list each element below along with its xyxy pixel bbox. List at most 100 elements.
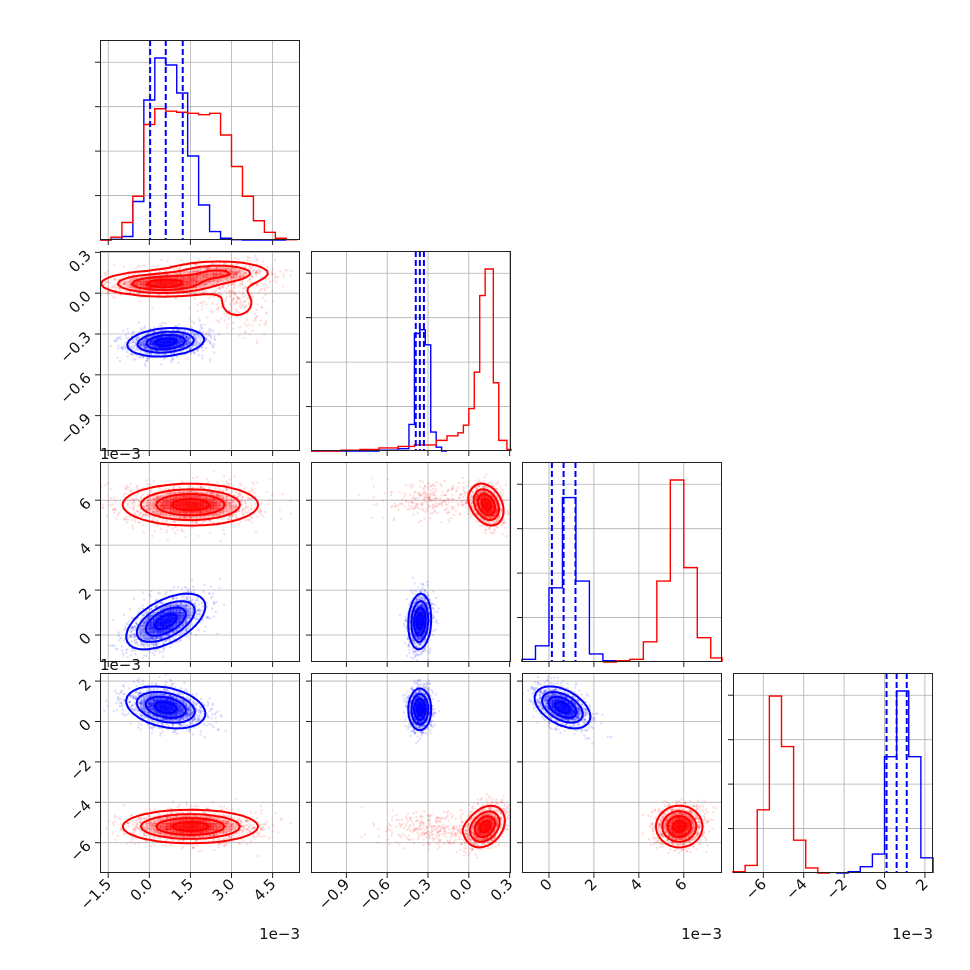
scatter-point	[144, 364, 147, 368]
density-cell	[133, 287, 138, 292]
density-cell	[216, 502, 221, 506]
scatter-point	[213, 335, 216, 338]
scatter-point	[241, 512, 244, 515]
scatter-point	[109, 345, 112, 348]
scatter-point	[227, 483, 231, 487]
scatter-point	[184, 343, 187, 346]
scatter-point	[255, 271, 258, 274]
scatter-point	[203, 282, 207, 285]
scatter-point	[210, 262, 213, 266]
scatter-point	[257, 271, 260, 275]
scatter-point	[246, 312, 249, 315]
scatter-point	[267, 277, 270, 280]
scatter-point	[276, 275, 280, 279]
scatter-point	[113, 296, 116, 300]
density-cell	[236, 267, 241, 272]
scatter-point	[223, 289, 227, 293]
scatter-point	[237, 523, 240, 526]
scatter-point	[144, 347, 147, 350]
scatter-point	[208, 328, 211, 331]
scatter-point	[193, 333, 197, 337]
scatter-point	[243, 305, 247, 309]
scatter-point	[279, 270, 282, 273]
scatter-point	[240, 484, 243, 487]
scatter-point	[231, 271, 234, 274]
scatter-point	[230, 276, 233, 279]
scatter-point	[88, 288, 90, 290]
scatter-point	[262, 296, 265, 300]
scatter-point	[239, 493, 242, 497]
scatter-point	[261, 501, 264, 505]
scatter-point	[249, 267, 252, 270]
scatter-point	[129, 506, 132, 509]
scatter-point	[106, 269, 110, 273]
scatter-point	[146, 352, 149, 355]
scatter-point	[117, 344, 120, 347]
density-cell	[180, 341, 184, 345]
density-cell	[196, 277, 201, 282]
scatter-point	[263, 287, 266, 290]
scatter-point	[185, 336, 188, 339]
density-cell	[196, 281, 201, 285]
scatter-point	[137, 336, 141, 339]
scatter-point	[141, 339, 144, 343]
scatter-point	[146, 503, 149, 507]
scatter-point	[110, 503, 114, 507]
scatter-point	[247, 505, 250, 509]
scatter-point	[160, 363, 163, 366]
scatter-point	[198, 342, 201, 345]
scatter-point	[202, 276, 205, 279]
contour-line	[154, 337, 178, 347]
scatter-point	[142, 531, 146, 534]
scatter-point	[235, 295, 239, 299]
density-cell	[233, 271, 238, 275]
scatter-point	[232, 321, 235, 324]
scatter-point	[142, 513, 146, 516]
y-tick-label: −0.6	[56, 369, 94, 407]
scatter-point	[134, 358, 137, 361]
scatter-point	[251, 489, 254, 492]
scatter-point	[187, 336, 191, 339]
scatter-point	[282, 272, 285, 276]
scatter-point	[179, 272, 182, 275]
scatter-point	[189, 352, 193, 355]
scatter-point	[215, 274, 218, 277]
scatter-point	[258, 281, 261, 285]
scatter-point	[234, 276, 238, 280]
scatter-point	[150, 348, 153, 352]
scatter-point	[190, 275, 193, 278]
density-cell	[230, 505, 234, 510]
scatter-point	[209, 491, 212, 494]
scatter-point	[143, 339, 147, 342]
scatter-point	[247, 497, 251, 500]
scatter-point	[193, 291, 196, 295]
scatter-point	[114, 286, 118, 289]
scatter-point	[218, 333, 221, 336]
scatter-point	[238, 275, 242, 278]
scatter-point	[177, 267, 181, 271]
scatter-point	[232, 297, 235, 300]
scatter-point	[145, 337, 149, 340]
scatter-point	[211, 279, 215, 283]
scatter-point	[170, 360, 173, 364]
scatter-point	[205, 337, 208, 340]
density-cell	[183, 271, 188, 275]
panel-background	[733, 673, 933, 873]
scatter-point	[194, 336, 197, 340]
density-cell	[243, 274, 248, 279]
scatter-point	[116, 356, 119, 359]
density-cell	[140, 281, 144, 285]
scatter-point	[208, 328, 212, 331]
scatter-point	[273, 273, 276, 276]
scatter-point	[203, 515, 206, 518]
scatter-point	[129, 278, 133, 281]
density-cell	[163, 341, 168, 345]
scatter-point	[196, 475, 199, 479]
scatter-point	[239, 520, 242, 523]
scatter-point	[178, 486, 182, 489]
scatter-point	[108, 504, 111, 507]
scatter-point	[233, 302, 236, 306]
scatter-point	[159, 488, 162, 491]
scatter-point	[255, 283, 259, 286]
scatter-point	[187, 292, 190, 295]
